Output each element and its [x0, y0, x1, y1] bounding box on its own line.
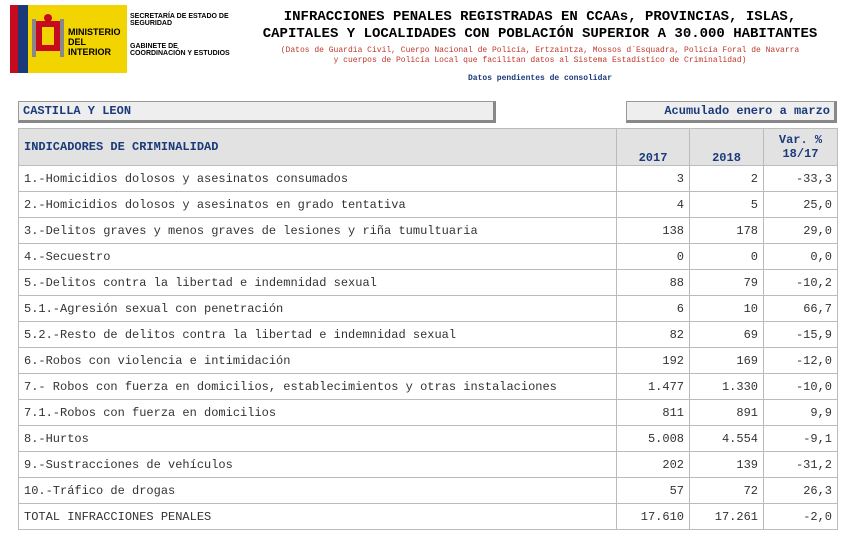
title: CAPITALES Y LOCALIDADES CON POBLACIÓN SU… [262, 26, 818, 42]
logo-ministry: MINISTERIO DEL INTERIOR [68, 27, 121, 57]
cell-label: 1.-Homicidios dolosos y asesinatos consu… [18, 165, 617, 192]
table-row: 7.1.-Robos con fuerza en domicilios 811 89… [18, 399, 838, 426]
cell-value: 178 [689, 217, 764, 244]
cell-label: 5.2.-Resto de delitos contra la libertad… [18, 321, 617, 348]
cell-label: 6.-Robos con violencia e intimidación [18, 347, 617, 374]
cell-label: 10.-Tráfico de drogas [18, 477, 617, 504]
column-header: 2017 [616, 128, 690, 166]
cell-value: 29,0 [763, 217, 838, 244]
table-row: 5.-Delitos contra la libertad e indemnid… [18, 269, 838, 296]
cell-value: 138 [616, 217, 690, 244]
column-header: INDICADORES DE CRIMINALIDAD [18, 128, 617, 166]
cell-label: 3.-Delitos graves y menos graves de lesi… [18, 217, 617, 244]
cell-value: 891 [689, 399, 764, 426]
cell-value: 139 [689, 451, 764, 478]
cell-value: 10 [689, 295, 764, 322]
table-row: 5.2.-Resto de delitos contra la libertad… [18, 321, 838, 348]
cell-value: 5 [689, 191, 764, 218]
logo-secretariat: SECRETARÍA DE ESTADO DE SEGURIDAD [130, 13, 229, 27]
table-row: 8.-Hurtos 5.008 4.554 -9,1 [18, 425, 838, 452]
table-row: 9.-Sustracciones de vehículos 202 139 -31,2 [18, 451, 838, 478]
column-header: Var. % 18/17 [763, 128, 838, 166]
title: INFRACCIONES PENALES REGISTRADAS EN CCAA… [283, 9, 797, 25]
cell-value: 72 [689, 477, 764, 504]
cell-label: 7.- Robos con fuerza en domicilios, esta… [18, 373, 617, 400]
cell-label: 5.-Delitos contra la libertad e indemnid… [18, 269, 617, 296]
column-header: 2018 [689, 128, 764, 166]
cell-value: -33,3 [763, 165, 838, 192]
table-row: 6.-Robos con violencia e intimidación 192… [18, 347, 838, 374]
cell-value: 811 [616, 399, 690, 426]
cell-value: 1.477 [616, 373, 690, 400]
cell-value: 66,7 [763, 295, 838, 322]
cell-value: 6 [616, 295, 690, 322]
cell-value: 202 [616, 451, 690, 478]
cell-value: 4 [616, 191, 690, 218]
cell-value: 1.330 [689, 373, 764, 400]
cell-value: -15,9 [763, 321, 838, 348]
cell-value: -12,0 [763, 347, 838, 374]
period: Acumulado enero a marzo [626, 101, 837, 123]
cell-value: -2,0 [763, 503, 838, 530]
cell-value: -10,0 [763, 373, 838, 400]
cell-value: -9,1 [763, 425, 838, 452]
criminality-table: INDICADORES DE CRIMINALIDAD 2017 2018 Var. … [18, 128, 838, 530]
cell-label: 4.-Secuestro [18, 243, 617, 270]
cell-label: 9.-Sustracciones de vehículos [18, 451, 617, 478]
cell-label: 2.-Homicidios dolosos y asesinatos en gr… [18, 191, 617, 218]
table-row: 10.-Tráfico de drogas 57 72 26,3 [18, 477, 838, 504]
table-row: TOTAL INFRACCIONES PENALES 17.610 17.261 -2… [18, 503, 838, 530]
cell-value: 192 [616, 347, 690, 374]
coat-of-arms [32, 14, 64, 57]
table-row: 4.-Secuestro 0 0 0,0 [18, 243, 838, 270]
cell-value: 2 [689, 165, 764, 192]
cell-value: 0 [689, 243, 764, 270]
cell-value: 79 [689, 269, 764, 296]
cell-value: 88 [616, 269, 690, 296]
cell-value: 5.008 [616, 425, 690, 452]
logo-office: GABINETE DE COORDINACIÓN Y ESTUDIOS [130, 43, 230, 57]
cell-value: 4.554 [689, 425, 764, 452]
note: (Datos de Guardia Civil, Cuerpo Nacional… [280, 46, 800, 55]
table-row: 1.-Homicidios dolosos y asesinatos consu… [18, 165, 838, 192]
cell-value: 69 [689, 321, 764, 348]
cell-label: TOTAL INFRACCIONES PENALES [18, 503, 617, 530]
cell-label: 5.1.-Agresión sexual con penetración [18, 295, 617, 322]
cell-value: 0 [616, 243, 690, 270]
cell-value: 17.610 [616, 503, 690, 530]
cell-value: -10,2 [763, 269, 838, 296]
logo: MINISTERIO DEL INTERIOR SECRETARÍA DE ES… [10, 5, 240, 73]
cell-value: 82 [616, 321, 690, 348]
table-row: 3.-Delitos graves y menos graves de lesi… [18, 217, 838, 244]
table-row: 5.1.-Agresión sexual con penetración 6 10 6… [18, 295, 838, 322]
table-row: 7.- Robos con fuerza en domicilios, esta… [18, 373, 838, 400]
cell-label: 8.-Hurtos [18, 425, 617, 452]
note: y cuerpos de Policía Local que facilitan… [333, 56, 747, 65]
cell-label: 7.1.-Robos con fuerza en domicilios [18, 399, 617, 426]
cell-value: 3 [616, 165, 690, 192]
cell-value: -31,2 [763, 451, 838, 478]
cell-value: 57 [616, 477, 690, 504]
cell-value: 0,0 [763, 243, 838, 270]
table-row: 2.-Homicidios dolosos y asesinatos en gr… [18, 191, 838, 218]
cell-value: 25,0 [763, 191, 838, 218]
region: CASTILLA Y LEON [18, 101, 496, 123]
cell-value: 169 [689, 347, 764, 374]
cell-value: 26,3 [763, 477, 838, 504]
cell-value: 17.261 [689, 503, 764, 530]
cell-value: 9,9 [763, 399, 838, 426]
pending-note: Datos pendientes de consolidar [467, 74, 613, 83]
